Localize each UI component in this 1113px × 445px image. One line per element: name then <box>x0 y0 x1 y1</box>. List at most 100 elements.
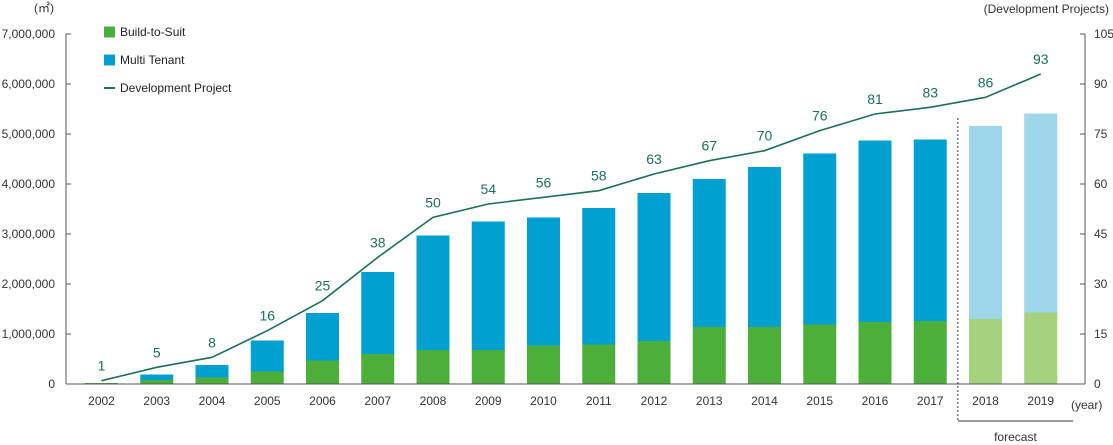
left-tick-label: 3,000,000 <box>2 227 56 241</box>
legend-label-0: Build-to-Suit <box>120 25 186 39</box>
left-tick-label: 7,000,000 <box>2 27 56 41</box>
project-count-label-2014: 70 <box>757 128 773 144</box>
left-tick-label: 5,000,000 <box>2 127 56 141</box>
right-tick-label: 75 <box>1094 127 1108 141</box>
x-tick-label-2018: 2018 <box>972 394 999 408</box>
legend-swatch-1 <box>104 54 115 66</box>
bar-multi-tenant-2003 <box>140 374 174 380</box>
bar-multi-tenant-2018 <box>969 126 1002 319</box>
bar-multi-tenant-2017 <box>913 139 947 321</box>
project-count-label-2007: 38 <box>370 234 386 250</box>
bar-build-to-suit-2018 <box>969 319 1002 384</box>
x-tick-label-2013: 2013 <box>696 394 723 408</box>
left-tick-label: 1,000,000 <box>2 327 56 341</box>
project-count-label-2008: 50 <box>425 194 441 210</box>
x-tick-label-2004: 2004 <box>199 394 226 408</box>
x-tick-label-2016: 2016 <box>862 394 889 408</box>
bar-build-to-suit-2019 <box>1024 312 1058 384</box>
project-count-label-2006: 25 <box>315 278 331 294</box>
bar-build-to-suit-2003 <box>140 380 174 384</box>
project-count-label-2002: 1 <box>98 358 106 374</box>
bar-multi-tenant-2012 <box>637 193 671 341</box>
bar-build-to-suit-2007 <box>361 354 395 384</box>
project-count-label-2010: 56 <box>536 174 552 190</box>
project-count-label-2015: 76 <box>812 108 828 124</box>
project-count-label-2009: 54 <box>480 181 496 197</box>
x-tick-label-2010: 2010 <box>530 394 557 408</box>
project-count-label-2011: 58 <box>591 168 607 184</box>
bar-build-to-suit-2008 <box>416 350 450 384</box>
project-count-label-2004: 8 <box>208 334 216 350</box>
bar-build-to-suit-2014 <box>748 327 781 384</box>
right-tick-label: 60 <box>1094 177 1108 191</box>
bar-build-to-suit-2013 <box>692 327 726 384</box>
x-tick-label-2005: 2005 <box>254 394 281 408</box>
x-tick-label-2006: 2006 <box>309 394 336 408</box>
project-count-label-2003: 5 <box>153 344 161 360</box>
bar-build-to-suit-2006 <box>306 360 339 384</box>
forecast-label: forecast <box>994 430 1037 444</box>
bar-multi-tenant-2015 <box>803 153 837 325</box>
project-count-label-2017: 83 <box>922 84 938 100</box>
project-count-label-2019: 93 <box>1033 51 1049 67</box>
bar-build-to-suit-2016 <box>858 322 892 384</box>
project-count-label-2018: 86 <box>978 74 994 90</box>
x-tick-label-2014: 2014 <box>751 394 778 408</box>
bar-build-to-suit-2005 <box>250 371 284 384</box>
bar-multi-tenant-2004 <box>195 365 229 378</box>
x-tick-label-2009: 2009 <box>475 394 502 408</box>
right-tick-label: 90 <box>1094 77 1108 91</box>
project-count-label-2013: 67 <box>701 138 717 154</box>
bar-build-to-suit-2004 <box>195 377 229 384</box>
right-tick-label: 30 <box>1094 277 1108 291</box>
bar-multi-tenant-2013 <box>692 179 726 327</box>
x-tick-label-2012: 2012 <box>641 394 668 408</box>
right-tick-label: 15 <box>1094 327 1108 341</box>
bar-build-to-suit-2017 <box>913 321 947 384</box>
bar-multi-tenant-2010 <box>527 217 560 346</box>
x-tick-label-2011: 2011 <box>586 394 612 408</box>
bar-multi-tenant-2016 <box>858 140 892 322</box>
bar-multi-tenant-2011 <box>582 208 616 345</box>
bar-multi-tenant-2005 <box>250 340 284 372</box>
bar-build-to-suit-2011 <box>582 344 616 384</box>
bar-multi-tenant-2008 <box>416 235 450 350</box>
legend-swatch-0 <box>104 26 115 38</box>
bar-build-to-suit-2010 <box>527 345 560 384</box>
x-tick-label-2002: 2002 <box>88 394 115 408</box>
left-tick-label: 4,000,000 <box>2 177 56 191</box>
x-axis-unit: (year) <box>1071 398 1102 412</box>
development-project-line <box>101 73 1042 382</box>
bar-build-to-suit-2012 <box>637 341 671 384</box>
right-tick-label: 0 <box>1094 377 1101 391</box>
project-count-label-2005: 16 <box>259 308 275 324</box>
bar-build-to-suit-2009 <box>471 350 505 384</box>
x-tick-label-2007: 2007 <box>364 394 391 408</box>
project-count-label-2012: 63 <box>646 151 662 167</box>
legend: Build-to-Suit Multi Tenant Development Pro… <box>104 25 232 95</box>
left-axis-unit: (㎡) <box>34 1 54 15</box>
left-tick-label: 0 <box>48 377 55 391</box>
bars-layer <box>85 113 1058 384</box>
x-tick-label-2019: 2019 <box>1027 394 1054 408</box>
x-tick-label-2015: 2015 <box>806 394 833 408</box>
bar-multi-tenant-2006 <box>306 313 339 361</box>
bar-multi-tenant-2009 <box>471 221 505 350</box>
x-tick-label-2008: 2008 <box>420 394 447 408</box>
right-axis-unit: (Development Projects) <box>984 2 1109 16</box>
x-tick-label-2017: 2017 <box>917 394 944 408</box>
legend-label-2: Development Project <box>120 81 232 95</box>
bar-multi-tenant-2007 <box>361 272 395 354</box>
bar-multi-tenant-2014 <box>748 167 781 327</box>
project-count-label-2016: 81 <box>867 91 883 107</box>
bar-build-to-suit-2015 <box>803 324 837 384</box>
x-tick-label-2003: 2003 <box>143 394 170 408</box>
right-tick-label: 45 <box>1094 227 1108 241</box>
left-tick-label: 6,000,000 <box>2 77 56 91</box>
bar-multi-tenant-2019 <box>1024 113 1058 313</box>
right-tick-label: 105 <box>1094 27 1113 41</box>
left-tick-label: 2,000,000 <box>2 277 56 291</box>
